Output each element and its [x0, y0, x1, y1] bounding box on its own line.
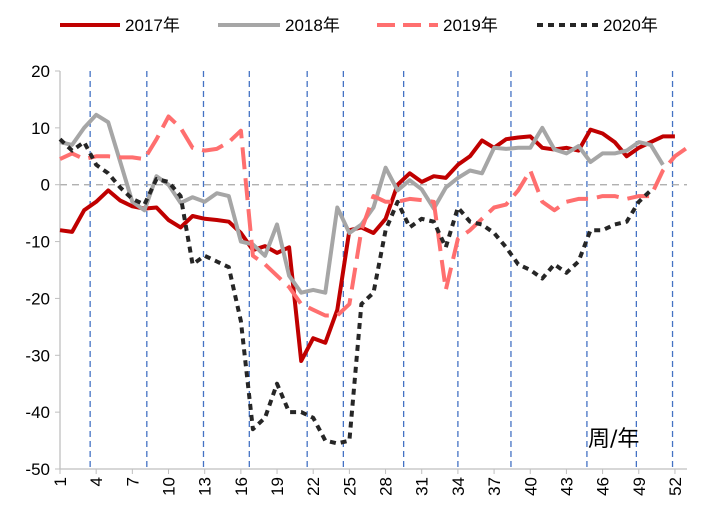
x-tick-label: 37 [485, 477, 504, 496]
x-tick-label: 10 [160, 477, 179, 496]
legend: 2017年 2018年 2019年 2020年 [60, 16, 658, 35]
legend-entry-2017: 2017年 [60, 16, 180, 35]
legend-entry-2020: 2020年 [537, 16, 658, 35]
y-tick-label: 20 [31, 62, 50, 81]
x-tick-label: 25 [340, 477, 359, 496]
series-line-2020 [58, 137, 653, 446]
x-tick-label: 28 [377, 477, 396, 496]
y-tick-label: -30 [25, 346, 50, 365]
x-tick-label: 31 [413, 477, 432, 496]
legend-label-2019: 2019年 [443, 16, 498, 35]
x-tick-label: 16 [232, 477, 251, 496]
x-tick-label: 19 [268, 477, 287, 496]
y-tick-label: -10 [25, 233, 50, 252]
x-tick-label: 46 [594, 477, 613, 496]
series-line-2018 [59, 112, 665, 295]
legend-label-2020: 2020年 [603, 16, 658, 35]
x-tick-label: 43 [557, 477, 576, 496]
legend-label-2017: 2017年 [125, 16, 180, 35]
y-tick-label: 0 [41, 176, 50, 195]
x-tick-label: 4 [87, 477, 106, 486]
legend-label-2018: 2018年 [285, 16, 340, 35]
x-tick-label: 40 [521, 477, 540, 496]
x-tick-label: 52 [666, 477, 685, 496]
y-tick-label: -40 [25, 403, 50, 422]
x-tick-label: 7 [123, 477, 142, 486]
y-tick-label: -20 [25, 289, 50, 308]
x-tick-label: 1 [51, 477, 70, 486]
plot-area: 20 10 0 -10 -20 -30 -40 -501 4 7 10 13 16 19 22 25 28 31 3… [25, 62, 689, 496]
x-tick-label: 49 [630, 477, 649, 496]
x-tick-label: 34 [449, 477, 468, 496]
y-tick-label: 10 [31, 119, 50, 138]
x-axis-unit-label: 周/年 [588, 427, 639, 452]
legend-entry-2018: 2018年 [218, 16, 340, 35]
x-tick-label: 22 [304, 477, 323, 496]
series-line-2019 [59, 114, 689, 318]
legend-entry-2019: 2019年 [377, 16, 498, 35]
y-tick-label: -50 [25, 460, 50, 479]
x-tick-label: 13 [196, 477, 215, 496]
